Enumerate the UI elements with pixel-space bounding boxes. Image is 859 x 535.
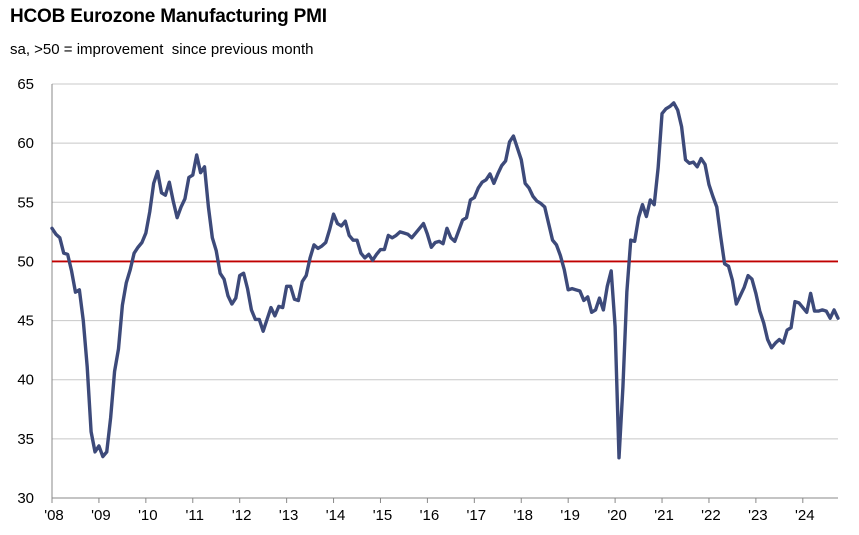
- x-tick-label: '22: [701, 507, 721, 524]
- y-tick-label: 35: [17, 431, 34, 448]
- x-tick-label: '16: [420, 507, 440, 524]
- x-tick-label: '18: [513, 507, 533, 524]
- y-tick-label: 65: [17, 76, 34, 93]
- x-tick-label: '11: [186, 507, 204, 524]
- x-tick-label: '10: [138, 507, 158, 524]
- x-tick-label: '09: [91, 507, 111, 524]
- y-tick-label: 55: [17, 194, 34, 211]
- chart-subtitle: sa, >50 = improvement since previous mon…: [10, 41, 314, 58]
- y-tick-label: 40: [17, 372, 34, 389]
- y-axis-ticks: 30 35 40 45 50 55 60 65: [17, 76, 34, 507]
- x-tick-label: '23: [748, 507, 768, 524]
- y-tick-label: 60: [17, 135, 34, 152]
- x-tick-label: '24: [795, 507, 815, 524]
- x-tick-label: '14: [326, 507, 346, 524]
- x-tick-label: '20: [607, 507, 627, 524]
- x-tick-label: '15: [373, 507, 393, 524]
- y-tick-label: 50: [17, 253, 34, 270]
- series-group: [50, 101, 840, 460]
- x-tick-label: '17: [467, 507, 487, 524]
- chart-title: HCOB Eurozone Manufacturing PMI: [10, 6, 327, 27]
- y-tick-label: 45: [17, 313, 34, 330]
- series-line-pmi: [50, 101, 840, 460]
- gridlines: [52, 83, 838, 440]
- x-tick-label: '19: [560, 507, 580, 524]
- x-tick-label: '08: [44, 507, 64, 524]
- x-axis: '08 '09 '10 '11 '12 '13 '14 '15 '16 '17 '18 '19 '20 '…: [44, 84, 838, 524]
- x-tick-label: '12: [232, 507, 252, 524]
- x-tick-label: '21: [654, 507, 674, 524]
- x-tick-label: '13: [279, 507, 299, 524]
- y-tick-label: 30: [17, 490, 34, 507]
